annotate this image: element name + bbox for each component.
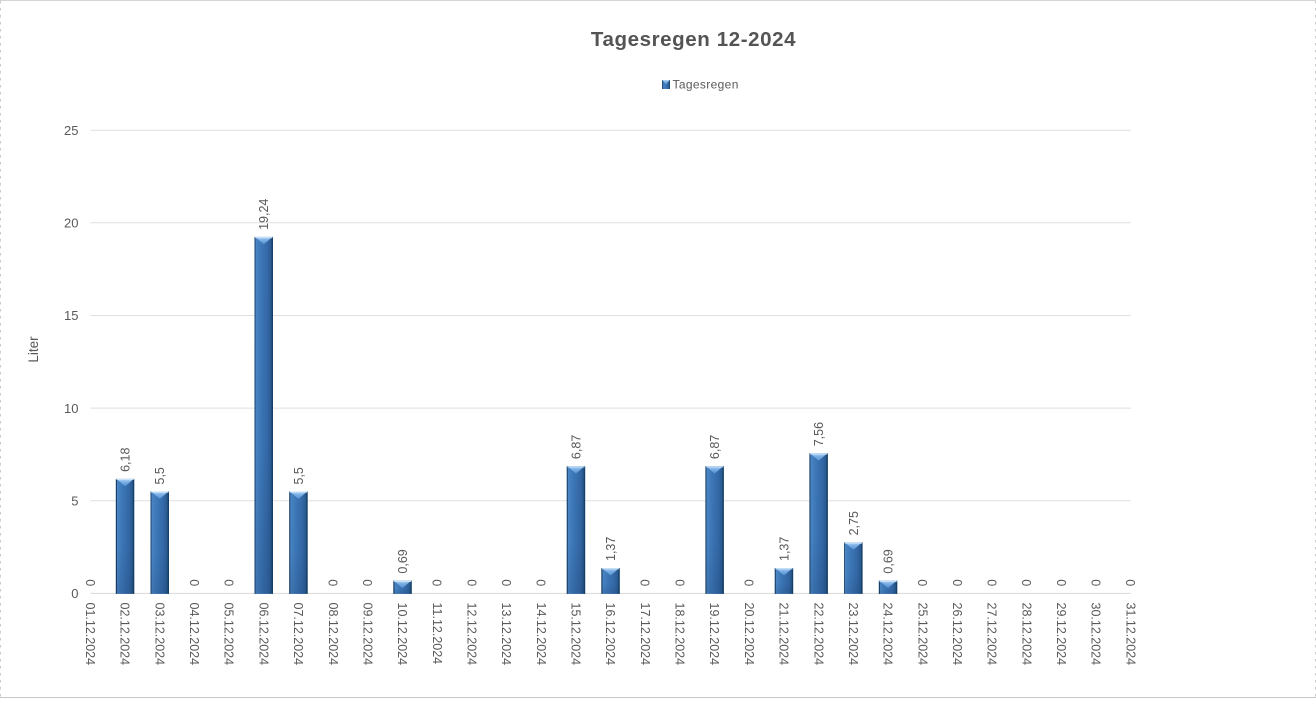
svg-text:27.12.2024: 27.12.2024 [985, 603, 999, 666]
svg-text:6,18: 6,18 [119, 448, 133, 472]
svg-text:31.12.2024: 31.12.2024 [1123, 603, 1137, 666]
svg-text:0: 0 [743, 579, 757, 586]
svg-text:0: 0 [361, 579, 375, 586]
svg-text:06.12.2024: 06.12.2024 [256, 603, 270, 666]
svg-text:1,37: 1,37 [604, 537, 618, 561]
svg-text:0: 0 [639, 579, 653, 586]
svg-text:15: 15 [64, 308, 78, 323]
svg-text:0: 0 [951, 579, 965, 586]
svg-text:0: 0 [986, 579, 1000, 586]
svg-text:0: 0 [500, 579, 514, 586]
svg-text:26.12.2024: 26.12.2024 [950, 603, 964, 666]
svg-text:0: 0 [1055, 579, 1069, 586]
svg-text:20.12.2024: 20.12.2024 [742, 603, 756, 666]
svg-text:23.12.2024: 23.12.2024 [846, 603, 860, 666]
svg-text:28.12.2024: 28.12.2024 [1019, 603, 1033, 666]
svg-text:12.12.2024: 12.12.2024 [465, 603, 479, 666]
svg-text:20: 20 [64, 216, 78, 231]
svg-text:Tagesregen: Tagesregen [673, 78, 739, 92]
svg-text:5: 5 [71, 494, 78, 509]
svg-text:10: 10 [64, 401, 78, 416]
svg-text:0: 0 [84, 579, 98, 586]
svg-text:25.12.2024: 25.12.2024 [915, 603, 929, 666]
svg-text:1,37: 1,37 [777, 537, 791, 561]
svg-text:25: 25 [64, 123, 78, 138]
svg-text:05.12.2024: 05.12.2024 [222, 603, 236, 666]
svg-text:14.12.2024: 14.12.2024 [534, 603, 548, 666]
svg-text:22.12.2024: 22.12.2024 [811, 603, 825, 666]
svg-text:2,75: 2,75 [847, 511, 861, 535]
svg-text:0,69: 0,69 [396, 549, 410, 573]
svg-text:0: 0 [535, 579, 549, 586]
svg-text:19.12.2024: 19.12.2024 [707, 603, 721, 666]
svg-text:0: 0 [465, 579, 479, 586]
svg-text:09.12.2024: 09.12.2024 [360, 603, 374, 666]
svg-text:15.12.2024: 15.12.2024 [569, 603, 583, 666]
svg-text:03.12.2024: 03.12.2024 [152, 603, 166, 666]
svg-text:19,24: 19,24 [257, 199, 271, 230]
svg-text:0: 0 [327, 579, 341, 586]
svg-text:6,87: 6,87 [708, 435, 722, 459]
svg-text:18.12.2024: 18.12.2024 [673, 603, 687, 666]
svg-text:17.12.2024: 17.12.2024 [638, 603, 652, 666]
svg-text:04.12.2024: 04.12.2024 [187, 603, 201, 666]
svg-text:10.12.2024: 10.12.2024 [395, 603, 409, 666]
svg-text:0: 0 [71, 586, 78, 601]
svg-text:0: 0 [916, 579, 930, 586]
svg-text:0: 0 [673, 579, 687, 586]
svg-text:24.12.2024: 24.12.2024 [881, 603, 895, 666]
svg-text:30.12.2024: 30.12.2024 [1089, 603, 1103, 666]
svg-text:Liter: Liter [26, 336, 41, 363]
svg-text:29.12.2024: 29.12.2024 [1054, 603, 1068, 666]
svg-text:0: 0 [1090, 579, 1104, 586]
svg-text:0: 0 [1124, 579, 1138, 586]
svg-text:01.12.2024: 01.12.2024 [83, 603, 97, 666]
svg-text:6,87: 6,87 [569, 435, 583, 459]
svg-text:16.12.2024: 16.12.2024 [603, 603, 617, 666]
svg-text:7,56: 7,56 [812, 422, 826, 446]
svg-text:0: 0 [223, 579, 237, 586]
svg-text:08.12.2024: 08.12.2024 [326, 603, 340, 666]
svg-text:13.12.2024: 13.12.2024 [499, 603, 513, 666]
svg-text:21.12.2024: 21.12.2024 [777, 603, 791, 666]
svg-text:0: 0 [1020, 579, 1034, 586]
svg-text:Tagesregen 12-2024: Tagesregen 12-2024 [591, 28, 796, 51]
svg-text:0: 0 [188, 579, 202, 586]
svg-text:0,69: 0,69 [881, 549, 895, 573]
svg-text:07.12.2024: 07.12.2024 [291, 603, 305, 666]
svg-text:5,5: 5,5 [292, 467, 306, 484]
svg-text:0: 0 [431, 579, 445, 586]
svg-text:5,5: 5,5 [153, 467, 167, 484]
svg-text:02.12.2024: 02.12.2024 [118, 603, 132, 666]
svg-text:11.12.2024: 11.12.2024 [430, 603, 444, 665]
